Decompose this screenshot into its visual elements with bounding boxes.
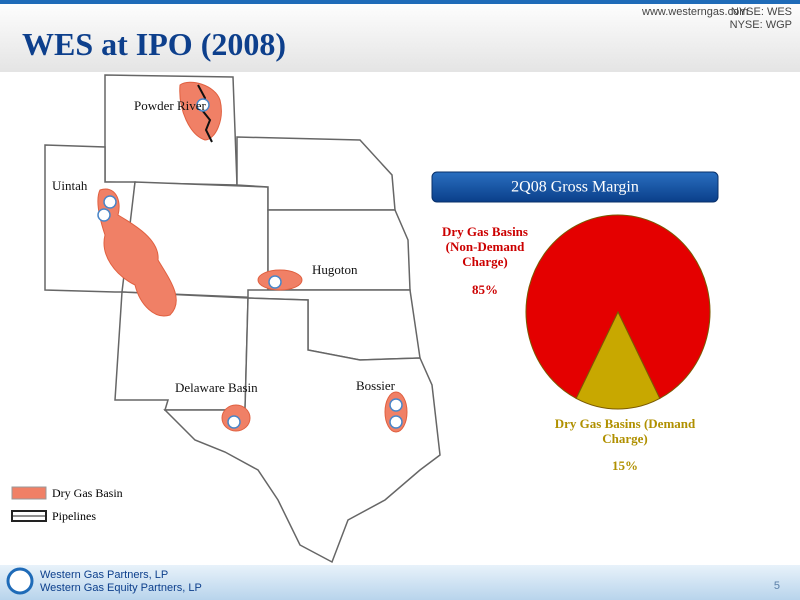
- footer-company: Western Gas Equity Partners, LP: [40, 582, 202, 594]
- legend-label: Dry Gas Basin: [52, 486, 123, 500]
- ticker: NYSE: WGP: [730, 19, 792, 31]
- pie: [525, 214, 711, 410]
- marker: [196, 98, 210, 112]
- map-label: Uintah: [52, 178, 88, 193]
- map-label: Delaware Basin: [175, 380, 258, 395]
- marker: [97, 208, 111, 222]
- pie-value-label: 85%: [472, 282, 498, 297]
- ticker: NYSE: WES: [731, 6, 792, 18]
- map-label: Powder River: [134, 98, 207, 113]
- chart-title-bar: [431, 171, 719, 203]
- state: [163, 297, 441, 564]
- logo: [6, 567, 34, 595]
- pie-slice: [525, 214, 711, 400]
- basin: [97, 188, 177, 317]
- website: www.westerngas.com: [641, 6, 748, 18]
- page-number: 5: [774, 580, 780, 592]
- marker: [268, 275, 282, 289]
- footer-band: [0, 565, 800, 600]
- markers: [97, 98, 403, 429]
- legend-label: Pipelines: [52, 509, 96, 523]
- header-line: [0, 0, 800, 4]
- pie-value-label: 15%: [612, 458, 638, 473]
- footer-company: Western Gas Partners, LP: [40, 569, 168, 581]
- pie-label: Dry Gas Basins (Demand Charge): [554, 416, 696, 446]
- pie-label: Dry Gas Basins (Non-Demand Charge): [442, 224, 528, 269]
- slide-title: WES at IPO (2008): [22, 26, 286, 62]
- chart-title: 2Q08 Gross Margin: [511, 179, 639, 196]
- pipeline: [197, 84, 213, 143]
- map-label: Hugoton: [312, 262, 358, 277]
- marker: [103, 195, 117, 209]
- map-label: Bossier: [356, 378, 396, 393]
- legend-swatch: [11, 486, 47, 500]
- pie-slice: [575, 310, 661, 410]
- marker: [389, 415, 403, 429]
- marker: [389, 398, 403, 412]
- marker: [227, 415, 241, 429]
- header-band: [0, 0, 800, 72]
- map-labels: Powder River Uintah Hugoton Delaware Bas…: [52, 98, 396, 395]
